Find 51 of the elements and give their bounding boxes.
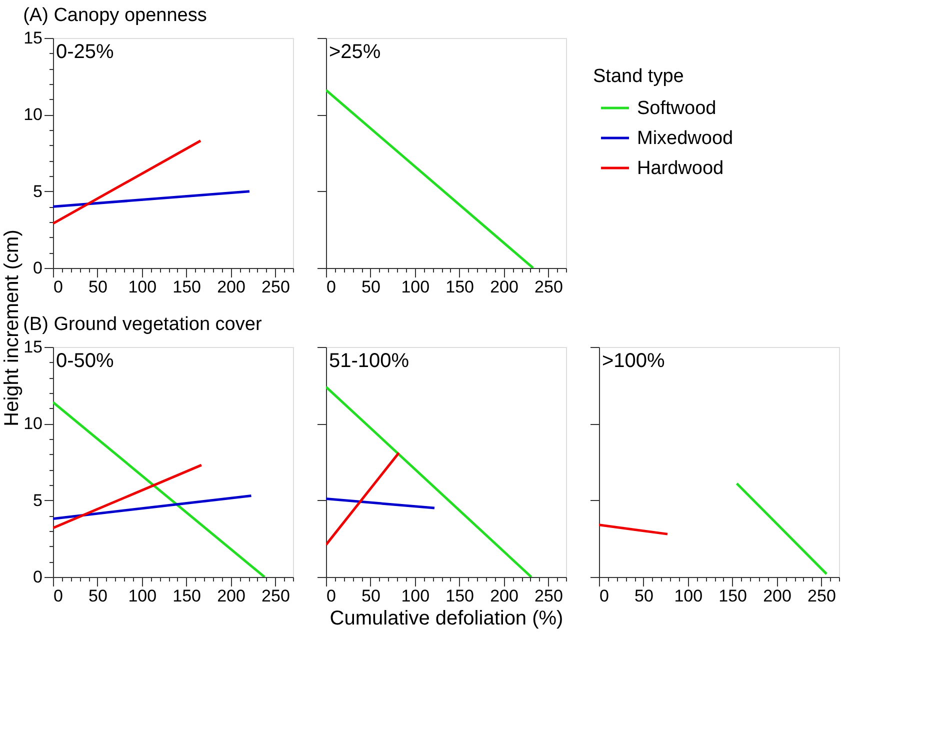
y-tick-label: 0 bbox=[33, 568, 42, 586]
annotation: 51-100% bbox=[329, 350, 410, 372]
x-tick-label: 50 bbox=[361, 586, 380, 606]
legend-title: Stand type bbox=[593, 66, 684, 87]
x-tick-label: 0 bbox=[54, 586, 63, 606]
x-tick-label: 250 bbox=[808, 586, 836, 606]
y-tick-label: 0 bbox=[33, 258, 42, 278]
x-tick-label: 200 bbox=[217, 278, 246, 296]
x-tick-label: 200 bbox=[763, 586, 792, 606]
x-tick-label: 150 bbox=[718, 586, 748, 606]
x-tick-label: 100 bbox=[674, 586, 703, 606]
x-tick-label: 150 bbox=[172, 278, 202, 296]
y-tick-label: 5 bbox=[33, 182, 42, 201]
x-tick-label: 250 bbox=[262, 586, 290, 606]
legend-label: Hardwood bbox=[637, 158, 724, 179]
x-tick-label: 0 bbox=[600, 586, 609, 606]
x-tick-label: 250 bbox=[262, 278, 290, 296]
x-tick-label: 50 bbox=[634, 586, 654, 606]
x-tick-label: 200 bbox=[217, 586, 246, 606]
x-tick-label: 150 bbox=[172, 586, 202, 606]
x-tick-label: 0 bbox=[326, 586, 336, 606]
legend-label: Mixedwood bbox=[637, 128, 734, 149]
x-tick-label: 100 bbox=[401, 586, 430, 606]
annotation: 0-25% bbox=[56, 41, 114, 63]
chart-title: (B) Ground vegetation cover bbox=[23, 314, 262, 335]
x-tick-label: 250 bbox=[534, 586, 563, 606]
x-tick-label: 100 bbox=[128, 278, 157, 296]
x-tick-label: 150 bbox=[446, 586, 474, 606]
x-tick-label: 0 bbox=[326, 278, 336, 296]
y-tick-label: 15 bbox=[24, 338, 42, 356]
x-tick-label: 50 bbox=[361, 278, 380, 296]
y-tick-label: 10 bbox=[24, 414, 42, 434]
x-tick-label: 150 bbox=[446, 278, 474, 296]
x-axis-title: Cumulative defoliation (%) bbox=[330, 608, 564, 630]
legend-label: Softwood bbox=[637, 98, 716, 119]
x-tick-label: 100 bbox=[128, 586, 157, 606]
annotation: 0-50% bbox=[56, 350, 114, 372]
x-tick-label: 50 bbox=[88, 278, 108, 296]
annotation: >25% bbox=[329, 41, 381, 63]
y-tick-label: 15 bbox=[24, 28, 42, 48]
x-tick-label: 200 bbox=[490, 278, 518, 296]
annotation: >100% bbox=[602, 350, 666, 372]
y-tick-label: 5 bbox=[33, 490, 42, 510]
y-axis-title: Height increment (cm) bbox=[1, 230, 23, 426]
x-tick-label: 100 bbox=[401, 278, 430, 296]
x-tick-label: 0 bbox=[54, 278, 63, 296]
x-tick-label: 200 bbox=[490, 586, 518, 606]
x-tick-label: 50 bbox=[88, 586, 108, 606]
x-tick-label: 250 bbox=[534, 278, 563, 296]
chart-title: (A) Canopy openness bbox=[23, 5, 207, 26]
y-tick-label: 10 bbox=[24, 105, 42, 124]
